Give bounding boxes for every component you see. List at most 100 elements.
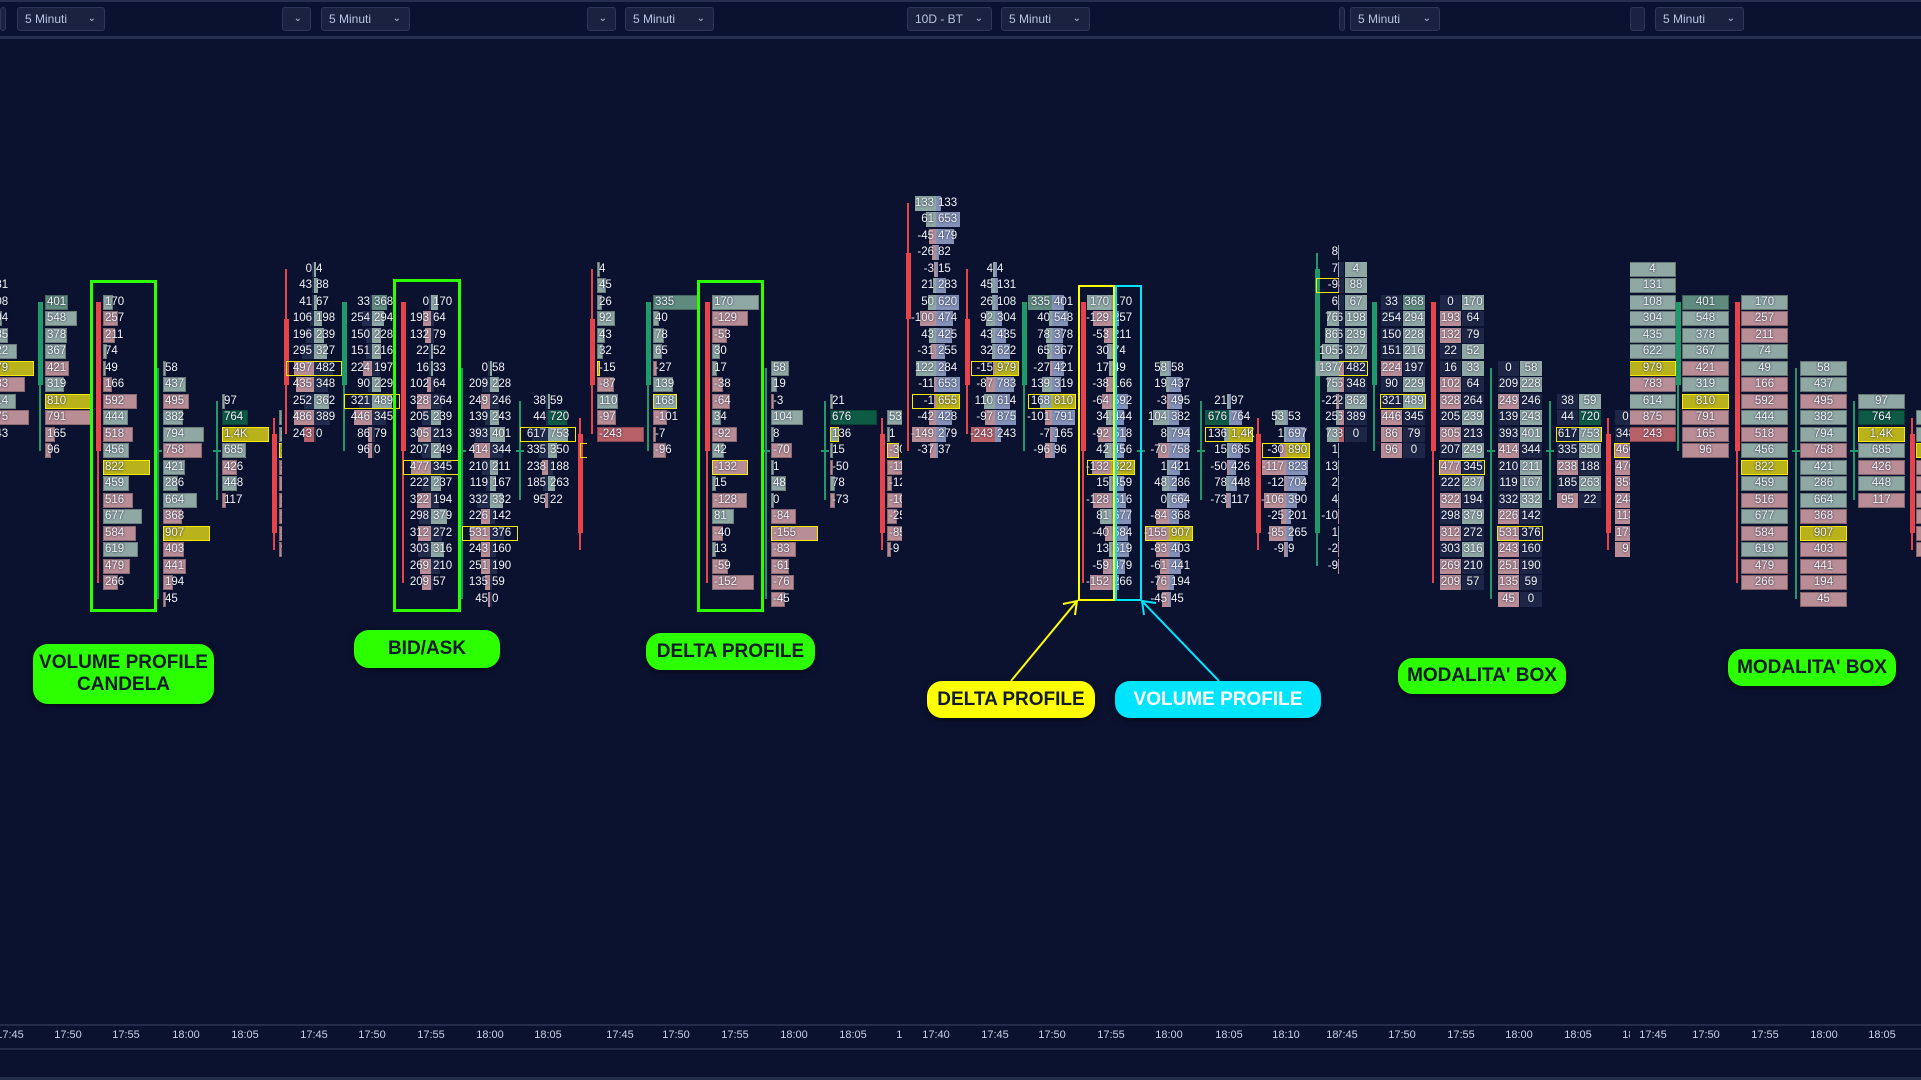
bid-value: 243 xyxy=(468,543,488,555)
volume-value: 890 xyxy=(1288,444,1308,456)
bid-box xyxy=(1381,410,1402,425)
panel-1-left-dropdown[interactable] xyxy=(0,7,6,31)
ask-bar xyxy=(548,476,555,491)
timeframe-label: 5 Minuti xyxy=(633,12,676,26)
candle-body xyxy=(283,318,289,385)
bid-value: 251 xyxy=(468,559,488,572)
bid-value: 43 xyxy=(299,279,312,291)
volume-value: 96 xyxy=(1054,444,1067,456)
volume-cell xyxy=(45,327,67,343)
bid-value: 435 xyxy=(292,378,312,390)
panel-1-timeframe-dropdown[interactable]: 5 Minuti ⌄ xyxy=(17,7,105,31)
ask-bar xyxy=(490,443,503,458)
bid-bar xyxy=(422,410,431,425)
volume-value: 243 xyxy=(997,427,1017,440)
volume-value: 426 xyxy=(1231,460,1251,473)
ask-value: 249 xyxy=(433,444,453,456)
bid-value: 328 xyxy=(409,394,429,407)
delta-bar xyxy=(1338,278,1339,293)
delta-value: 6 xyxy=(1331,295,1338,308)
chart-panel-1[interactable]: 4131108304435622979783614875243401548378… xyxy=(0,40,282,1022)
volume-value: 304 xyxy=(0,312,9,324)
bid-bar xyxy=(480,558,490,574)
ask-bar xyxy=(314,327,324,343)
panel-2-symbol-dropdown[interactable]: ⌄ xyxy=(282,7,311,31)
bid-value: 210 xyxy=(468,460,488,473)
volume-cell xyxy=(163,410,183,425)
poc-delta-cell xyxy=(771,525,818,541)
panel-2-timeframe-dropdown[interactable]: 5 Minuti ⌄ xyxy=(321,7,410,31)
panel-4-range-dropdown[interactable]: 10D - BT ⌄ xyxy=(907,7,992,31)
volume-value: 907 xyxy=(1171,526,1191,539)
delta-value: 21 xyxy=(832,394,845,407)
delta-value: -97 xyxy=(599,411,616,423)
panel-6-timeframe-dropdown[interactable]: 5 Minuti ⌄ xyxy=(1655,7,1744,31)
volume-value: 49 xyxy=(105,361,118,374)
chart-panel-4[interactable]: 133 133 653 61 479 -45 82 -26 15 -3 283 21 620 50 474-… xyxy=(902,40,1339,1022)
bid-value: 96 xyxy=(1385,444,1398,456)
bid-value: 305 xyxy=(409,427,429,440)
delta-cell xyxy=(597,410,616,425)
volume-bar xyxy=(1052,377,1062,392)
panel-3-symbol-dropdown[interactable]: ⌄ xyxy=(587,7,616,31)
delta-value: -38 xyxy=(714,378,731,390)
delta-bar xyxy=(1103,327,1111,343)
volume-value: 823 xyxy=(281,460,282,475)
volume-value: 45 xyxy=(165,592,178,605)
ask-value: 348 xyxy=(1346,378,1366,390)
bid-bar xyxy=(481,509,490,524)
volume-cell xyxy=(0,327,8,343)
ask-value: 327 xyxy=(316,345,336,357)
volume-value: 448 xyxy=(224,477,244,489)
volume-value: 875 xyxy=(0,411,9,423)
volume-value: 390 xyxy=(281,493,282,508)
panel-5-timeframe-dropdown[interactable]: 5 Minuti ⌄ xyxy=(1350,7,1440,31)
ask-value: 197 xyxy=(1404,361,1424,374)
delta-value: 76 xyxy=(1325,312,1338,324)
poc-volume-cell xyxy=(163,525,210,541)
delta-cell xyxy=(771,591,785,607)
volume-bar xyxy=(1169,410,1180,425)
chart-panel-5[interactable]: 0 4 43 88 41 67 106198196239295327497482435348… xyxy=(1339,40,1630,1022)
delta-bar xyxy=(1316,360,1339,376)
delta-cell xyxy=(712,426,738,442)
delta-value: -53 xyxy=(714,328,731,341)
ask-value: 64 xyxy=(433,378,446,390)
delta-value: 15 xyxy=(1214,444,1227,456)
volume-bar xyxy=(936,377,960,392)
volume-cell xyxy=(45,294,69,310)
panel-3-timeframe-dropdown[interactable]: 5 Minuti ⌄ xyxy=(625,7,714,31)
volume-value: 201 xyxy=(281,509,282,524)
volume-value: 166 xyxy=(105,378,125,390)
volume-bar xyxy=(1286,542,1288,557)
panel-5-left-dropdown[interactable] xyxy=(1339,7,1345,31)
volume-bar xyxy=(995,410,1017,425)
delta-profile-yellow-label: DELTA PROFILE xyxy=(927,681,1095,718)
delta-value: 110 xyxy=(599,394,618,407)
panel-4-timeframe-dropdown[interactable]: 5 Minuti ⌄ xyxy=(1001,7,1090,31)
delta-bar xyxy=(1049,311,1052,326)
volume-value: 108 xyxy=(997,295,1017,308)
volume-cell xyxy=(103,294,113,310)
candle-body xyxy=(964,318,970,385)
delta-value: -9 xyxy=(1273,543,1284,555)
volume-value: 474 xyxy=(938,312,958,324)
chart-panel-3[interactable]: 4 45 26 92 43 32 -15 -87 110 -97 -243 335 40 78 65 -27 1… xyxy=(587,40,902,1022)
candle-doji-tick xyxy=(516,449,524,452)
delta-bar xyxy=(1338,492,1339,508)
ask-value: 79 xyxy=(374,427,387,440)
delta-value: -26 xyxy=(917,246,934,258)
delta-bar xyxy=(1050,360,1052,376)
bid-value: 95 xyxy=(533,493,546,506)
poc-frame xyxy=(1205,426,1253,442)
ask-bar xyxy=(314,426,316,442)
bid-value: 486 xyxy=(1339,411,1344,423)
ask-value: 237 xyxy=(433,477,453,489)
panel-6-left-dropdown[interactable] xyxy=(1630,7,1645,31)
delta-value: 43 xyxy=(921,328,934,341)
chart-panel-2[interactable]: 0 4 43 88 41 67 106 198 196 239 295 327 497 482 435 348… xyxy=(282,40,587,1022)
delta-cell xyxy=(712,443,724,458)
bid-bar xyxy=(425,327,431,343)
volume-bar xyxy=(995,278,999,293)
ask-bar xyxy=(490,525,505,541)
